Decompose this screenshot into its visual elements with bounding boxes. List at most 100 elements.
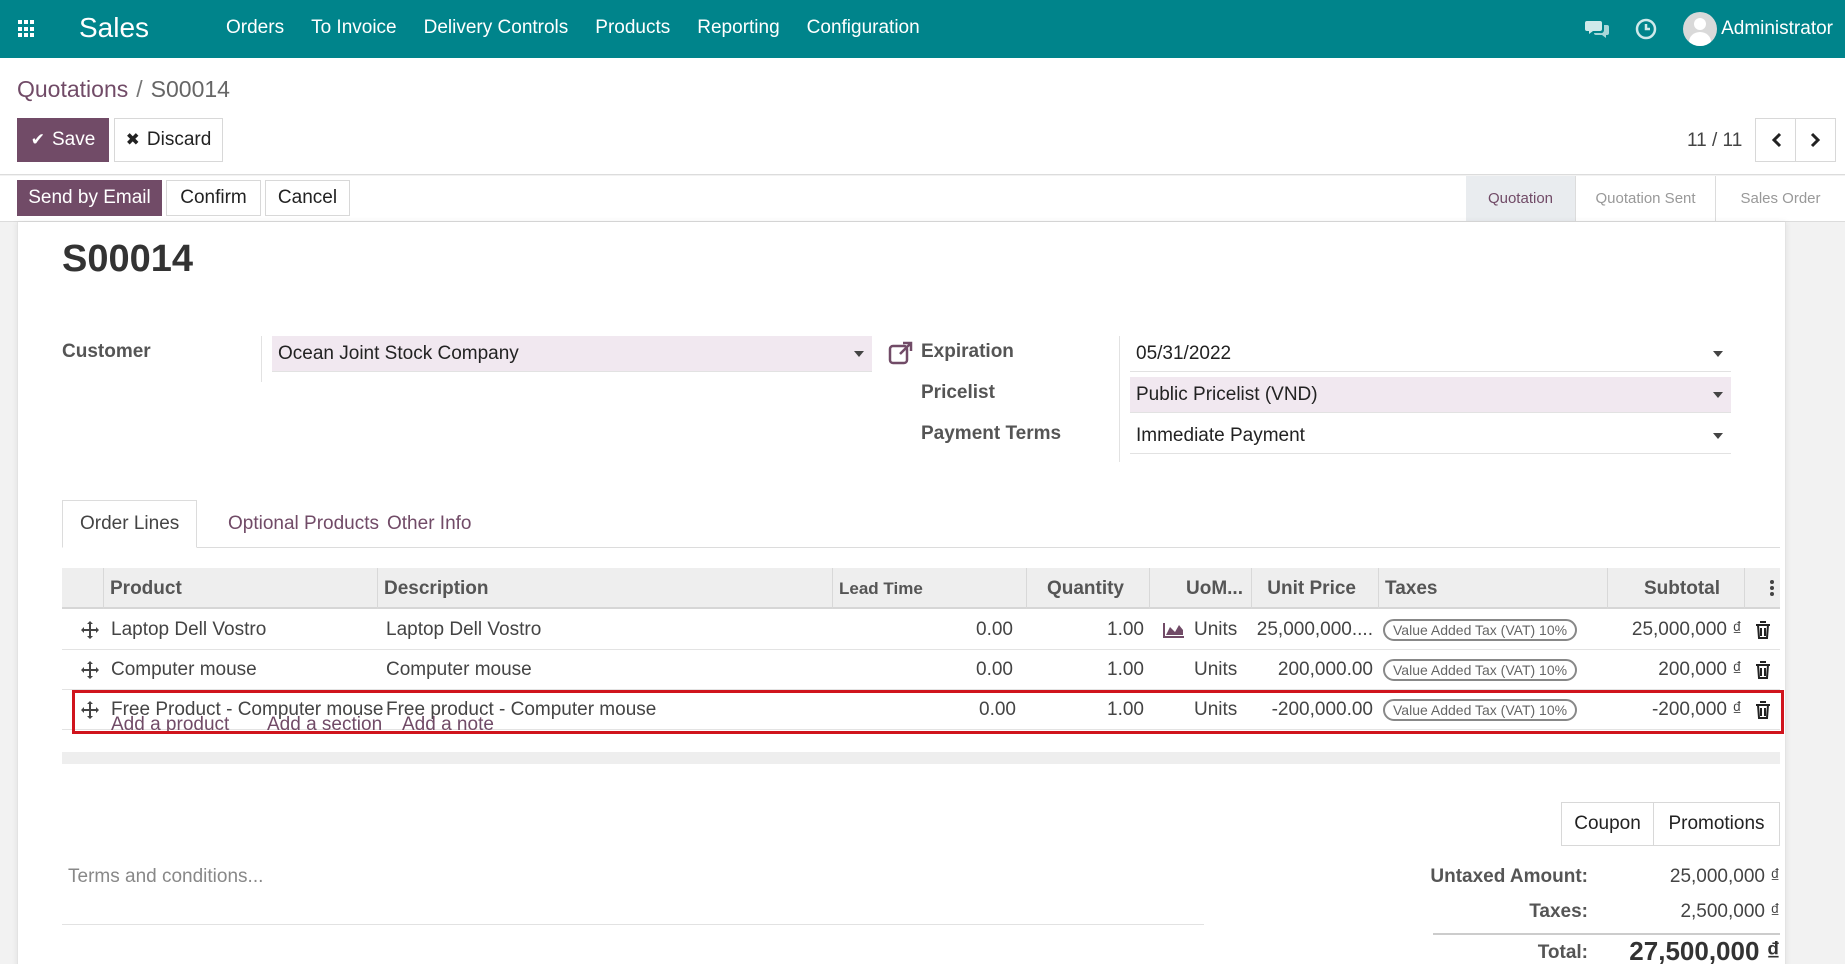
column-product[interactable]: Product [103,568,377,609]
table-row[interactable]: Computer mouse Computer mouse 0.00 1.00 … [62,650,1780,690]
external-link-icon[interactable] [888,340,914,366]
column-taxes[interactable]: Taxes [1378,568,1607,609]
tab-order-lines[interactable]: Order Lines [62,500,198,548]
chevron-down-icon[interactable] [854,351,864,357]
uom-cell[interactable]: Units [1194,659,1238,680]
quantity-cell[interactable]: 1.00 [1107,659,1144,680]
label-divider [1119,336,1120,462]
chevron-left-icon [1771,132,1781,148]
taxes-cell[interactable]: Value Added Tax (VAT) 10% [1383,610,1607,650]
lead-time-cell[interactable]: 0.00 [976,619,1013,640]
untaxed-amount-label: Untaxed Amount: [1430,866,1588,887]
tax-badge: Value Added Tax (VAT) 10% [1383,659,1578,681]
table-row[interactable]: Free Product - Computer mouse Free produ… [62,690,1780,730]
taxes-label: Taxes: [1529,901,1588,922]
taxes-cell[interactable]: Value Added Tax (VAT) 10% [1383,650,1607,690]
drag-handle-icon[interactable] [81,701,99,719]
column-lead-time[interactable]: Lead Time [832,568,1026,609]
menu-item-configuration[interactable]: Configuration [806,17,920,38]
stage-sales-order[interactable]: Sales Order [1715,176,1845,221]
chevron-right-icon [1810,132,1820,148]
quantity-cell[interactable]: 1.00 [1107,619,1144,640]
main-menu: Orders To Invoice Delivery Controls Prod… [226,17,947,39]
clock-icon[interactable] [1635,18,1657,40]
product-cell[interactable]: Computer mouse [111,659,257,680]
pager-next-button[interactable] [1795,118,1836,162]
lead-time-cell[interactable]: 0.00 [979,699,1016,720]
menu-item-reporting[interactable]: Reporting [697,17,780,38]
save-button[interactable]: ✔ Save [17,118,109,162]
description-cell[interactable]: Computer mouse [386,659,532,680]
description-cell[interactable]: Free product - Computer mouse [386,699,657,720]
trash-icon[interactable] [1755,701,1771,719]
product-cell[interactable]: Free Product - Computer mouse [111,699,384,720]
add-line-controls: Add a product Add a section Add a note [62,708,1780,742]
expiration-field[interactable]: 05/31/2022 [1130,336,1731,372]
unit-price-cell[interactable]: 25,000,000.... [1256,619,1373,640]
trash-icon[interactable] [1755,661,1771,679]
product-cell[interactable]: Laptop Dell Vostro [111,619,267,640]
status-bar: Send by Email Confirm Cancel Quotation Q… [0,176,1845,222]
menu-item-products[interactable]: Products [595,17,671,38]
avatar[interactable] [1683,12,1718,46]
chevron-down-icon[interactable] [1713,351,1723,357]
tab-optional-products[interactable]: Optional Products [228,513,380,534]
document-title: S00014 [62,238,194,280]
column-subtotal[interactable]: Subtotal [1607,568,1744,609]
stage-quotation[interactable]: Quotation [1465,176,1575,221]
table-row[interactable]: Laptop Dell Vostro Laptop Dell Vostro 0.… [62,610,1780,650]
column-description[interactable]: Description [377,568,832,609]
cancel-button[interactable]: Cancel [265,180,350,216]
menu-item-orders[interactable]: Orders [226,17,285,38]
column-quantity[interactable]: Quantity [1026,568,1149,609]
add-section-link[interactable]: Add a section [267,714,383,735]
breadcrumb: Quotations / S00014 [17,76,230,103]
confirm-button[interactable]: Confirm [166,180,261,216]
app-brand[interactable]: Sales [79,12,150,43]
customer-field[interactable]: Ocean Joint Stock Company [272,336,872,372]
drag-handle-icon[interactable] [81,621,99,639]
drag-handle-icon[interactable] [81,661,99,679]
unit-price-cell[interactable]: -200,000.00 [1271,699,1373,720]
breadcrumb-quotations[interactable]: Quotations [17,76,129,102]
chevron-down-icon[interactable] [1713,392,1723,398]
top-navbar: Sales Orders To Invoice Delivery Control… [0,0,1845,58]
quantity-cell[interactable]: 1.00 [1107,699,1144,720]
close-icon: ✖ [125,130,140,149]
lead-time-cell[interactable]: 0.00 [976,659,1013,680]
unit-price-cell[interactable]: 200,000.00 [1277,659,1373,680]
menu-item-delivery-controls[interactable]: Delivery Controls [423,17,569,38]
uom-cell[interactable]: Units [1194,699,1238,720]
discard-button[interactable]: ✖ Discard [114,118,223,162]
menu-item-to-invoice[interactable]: To Invoice [311,17,397,38]
coupon-button[interactable]: Coupon [1561,802,1654,846]
send-by-email-button[interactable]: Send by Email [17,180,162,216]
chevron-down-icon[interactable] [1713,433,1723,439]
total-value: 27,500,000 ₫ [1629,936,1780,964]
terms-and-conditions-input[interactable]: Terms and conditions... [68,866,264,887]
add-note-link[interactable]: Add a note [402,714,494,735]
uom-cell[interactable]: Units [1194,619,1238,640]
pager-previous-button[interactable] [1755,118,1796,162]
chat-icon[interactable] [1585,19,1610,39]
taxes-cell[interactable]: Value Added Tax (VAT) 10% [1383,690,1607,730]
customer-value: Ocean Joint Stock Company [278,342,519,364]
add-product-link[interactable]: Add a product [111,714,230,735]
discard-label: Discard [146,129,212,150]
forecast-chart-icon[interactable] [1163,622,1185,638]
column-uom[interactable]: UoM... [1149,568,1251,609]
trash-icon[interactable] [1755,621,1771,639]
stage-quotation-sent[interactable]: Quotation Sent [1575,176,1715,221]
column-unit-price[interactable]: Unit Price [1251,568,1378,609]
optional-columns-toggle[interactable] [1744,568,1780,609]
pager-value[interactable]: 11 / 11 [1687,130,1743,151]
user-menu[interactable]: Administrator [1721,18,1833,39]
tab-other-info[interactable]: Other Info [387,513,472,534]
payment-terms-field[interactable]: Immediate Payment [1130,418,1731,454]
promotions-button[interactable]: Promotions [1653,802,1780,846]
form-sheet: S00014 Customer Ocean Joint Stock Compan… [17,222,1786,964]
pricelist-field[interactable]: Public Pricelist (VND) [1130,377,1731,413]
expiration-label: Expiration [921,341,1014,362]
description-cell[interactable]: Laptop Dell Vostro [386,619,542,640]
apps-menu-icon[interactable] [18,20,36,38]
